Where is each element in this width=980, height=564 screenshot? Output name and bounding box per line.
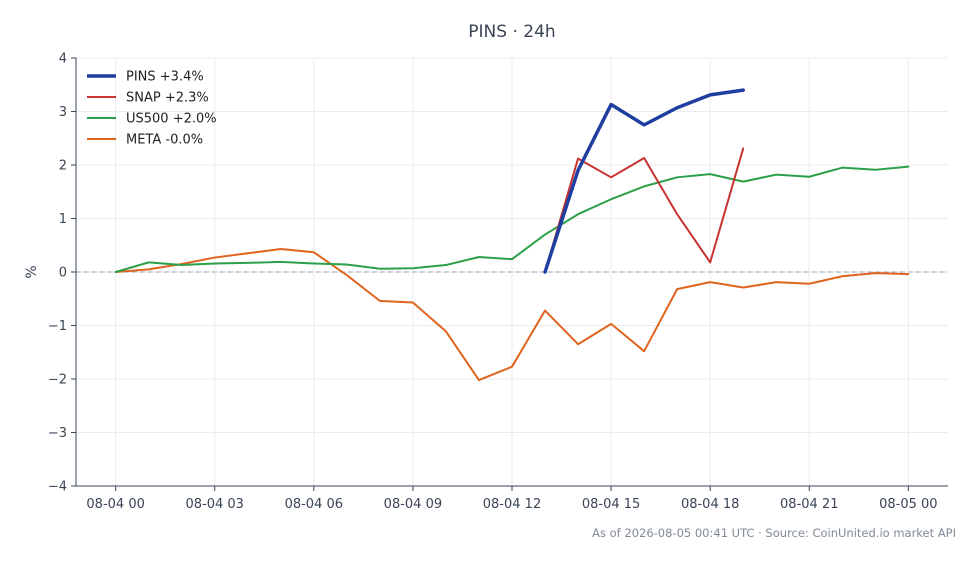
y-tick-label: −2 xyxy=(48,373,67,388)
x-tick-label: 08-04 15 xyxy=(582,497,640,512)
x-tick-label: 08-04 21 xyxy=(780,497,838,512)
legend-entry: SNAP +2.3% xyxy=(126,91,209,106)
chart-title: PINS · 24h xyxy=(468,22,555,42)
series-line-pins xyxy=(543,88,745,274)
x-axis-ticks: 08-04 00 08-04 03 08-04 06 08-04 09 08-04 12… xyxy=(86,486,938,512)
y-tick-label: 0 xyxy=(59,266,67,281)
legend-entry: PINS +3.4% xyxy=(126,70,204,85)
y-tick-label: 2 xyxy=(59,159,67,174)
y-axis-label: % xyxy=(24,265,40,278)
series-line-meta xyxy=(114,248,910,382)
y-axis-ticks: −4 −3 −2 −1 0 1 2 3 4 xyxy=(48,52,76,495)
x-tick-label: 08-04 18 xyxy=(681,497,739,512)
series-line-us500 xyxy=(114,165,910,273)
y-tick-label: 1 xyxy=(59,212,67,227)
series-group xyxy=(114,88,910,382)
y-tick-label: −4 xyxy=(48,480,67,495)
x-tick-label: 08-04 06 xyxy=(285,497,343,512)
y-tick-label: −3 xyxy=(48,426,67,441)
y-tick-label: 3 xyxy=(59,105,67,120)
x-tick-label: 08-04 09 xyxy=(384,497,442,512)
legend-entry: US500 +2.0% xyxy=(126,112,217,127)
legend: PINS +3.4% SNAP +2.3% US500 +2.0% META -0.0… xyxy=(87,70,217,148)
series-line-snap xyxy=(544,147,745,273)
x-tick-label: 08-04 12 xyxy=(483,497,541,512)
x-tick-label: 08-04 00 xyxy=(86,497,144,512)
y-tick-label: −1 xyxy=(48,319,67,334)
x-tick-label: 08-04 03 xyxy=(186,497,244,512)
source-footnote: As of 2026-08-05 00:41 UTC · Source: Coi… xyxy=(592,526,956,540)
legend-entry: META -0.0% xyxy=(126,133,203,148)
x-tick-label: 08-05 00 xyxy=(879,497,937,512)
y-tick-label: 4 xyxy=(59,52,67,67)
